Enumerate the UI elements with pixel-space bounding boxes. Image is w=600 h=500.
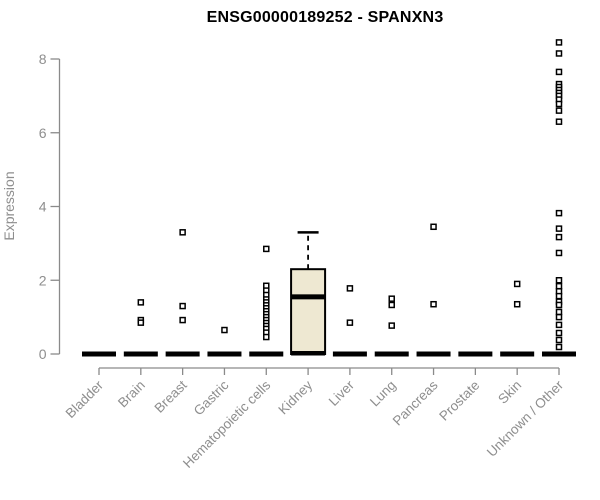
outlier-point xyxy=(179,316,186,324)
box-prostate xyxy=(458,351,493,357)
box-hematopoietic-cells xyxy=(249,245,284,357)
outlier-point xyxy=(513,300,521,308)
x-tick-label: Lung xyxy=(367,378,399,410)
outlier-point xyxy=(430,300,437,308)
y-axis: 0 2 4 6 8 xyxy=(39,51,61,362)
box-unknown-other xyxy=(542,39,576,357)
box-lung xyxy=(374,295,409,357)
outlier-point xyxy=(137,319,145,326)
y-tick-label: 2 xyxy=(39,272,47,288)
median-bar xyxy=(332,351,367,357)
box-pancreas xyxy=(416,223,451,357)
outlier-point xyxy=(388,322,395,329)
y-tick-label: 0 xyxy=(39,346,47,362)
outlier-point xyxy=(513,280,521,288)
median-bar xyxy=(249,351,284,357)
median-bar xyxy=(500,351,535,357)
box-kidney xyxy=(290,231,327,356)
outlier-point xyxy=(555,249,563,257)
outlier-point xyxy=(555,225,563,232)
median-bar xyxy=(82,351,116,357)
median-bar xyxy=(374,351,409,357)
box-bladder xyxy=(82,351,116,357)
outlier-point xyxy=(179,302,186,310)
outlier-point xyxy=(555,321,563,329)
outlier-point xyxy=(137,299,145,306)
outlier-point xyxy=(555,118,563,125)
outlier-point xyxy=(555,329,563,337)
median-bar xyxy=(416,351,451,357)
outlier-point xyxy=(346,285,354,292)
x-tick-label: Pancreas xyxy=(390,377,441,428)
x-tick-label: Unknown / Other xyxy=(484,377,567,460)
outlier-point xyxy=(388,295,395,302)
x-tick-label: Liver xyxy=(326,377,358,409)
chart-title: ENSG00000189252 - SPANXN3 xyxy=(206,9,444,26)
outlier-point xyxy=(555,100,563,108)
outlier-point xyxy=(555,313,563,321)
x-tick-label: Skin xyxy=(495,378,524,407)
median-bar xyxy=(458,351,493,357)
box-skin xyxy=(500,280,535,357)
box-liver xyxy=(332,285,367,357)
box-gastric xyxy=(207,326,242,357)
outlier-point xyxy=(555,107,563,114)
outlier-point xyxy=(555,209,563,217)
x-tick-label: Breast xyxy=(152,377,190,415)
outlier-point xyxy=(555,343,563,351)
outlier-point xyxy=(346,319,354,326)
outlier-point xyxy=(263,245,270,253)
median-bar xyxy=(207,351,242,357)
outlier-point xyxy=(555,282,563,290)
x-tick-label: Kidney xyxy=(275,377,315,417)
outlier-point xyxy=(430,223,437,231)
median-bar xyxy=(123,351,158,357)
outlier-point xyxy=(555,39,563,46)
box-breast xyxy=(165,229,200,357)
outlier-point xyxy=(555,336,563,344)
outlier-point xyxy=(221,326,228,334)
outlier-point xyxy=(555,68,563,76)
box-brain xyxy=(123,299,158,357)
outlier-point xyxy=(555,301,563,309)
y-tick-label: 8 xyxy=(39,51,47,67)
box-bottom-edge xyxy=(291,351,326,356)
y-tick-label: 6 xyxy=(39,125,47,141)
outlier-point xyxy=(555,233,563,241)
outlier-point xyxy=(179,229,186,236)
median-bar xyxy=(542,351,576,357)
median-bar xyxy=(165,351,200,357)
x-tick-label: Prostate xyxy=(436,378,482,424)
outlier-point xyxy=(555,277,563,284)
median-line xyxy=(291,294,326,300)
outlier-point xyxy=(555,292,563,300)
y-tick-label: 4 xyxy=(39,199,47,215)
x-tick-label: Gastric xyxy=(191,377,232,418)
outlier-point xyxy=(555,308,563,316)
outlier-point xyxy=(555,50,563,57)
box-rect xyxy=(290,268,327,355)
outlier-point xyxy=(388,301,395,309)
outlier-point xyxy=(263,333,270,341)
x-tick-label: Bladder xyxy=(63,377,107,421)
x-tick-label: Brain xyxy=(115,378,148,411)
